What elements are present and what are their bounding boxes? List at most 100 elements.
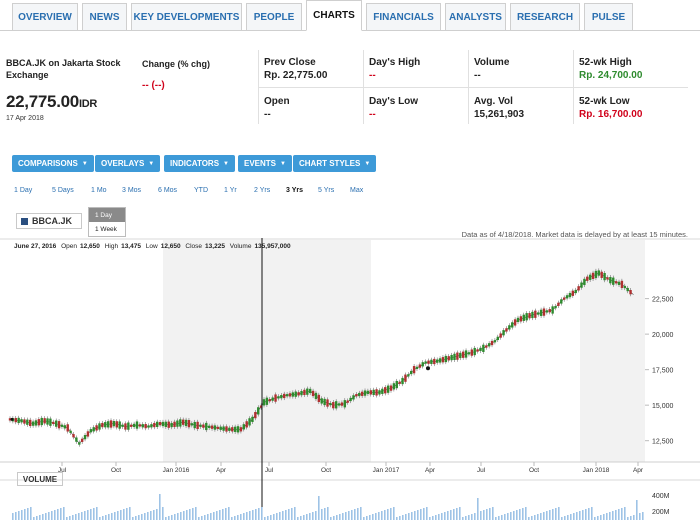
tab-people[interactable]: PEOPLE	[246, 3, 302, 31]
candle-body	[355, 394, 358, 397]
volume-bar	[564, 516, 566, 520]
candle-body	[40, 417, 43, 426]
volume-bar	[285, 510, 287, 520]
candle-body	[366, 390, 370, 395]
tab-pulse[interactable]: PULSE	[584, 3, 633, 31]
volume-tick-label: 400M	[652, 493, 670, 500]
volume-bar	[606, 513, 608, 520]
days-high-label: Day's High	[369, 57, 421, 68]
indicators-button[interactable]: INDICATORS ▼	[164, 155, 235, 172]
candle-body	[233, 426, 237, 432]
candle-body	[360, 391, 364, 396]
x-tick-label: Jul	[58, 467, 67, 474]
candle-body	[262, 399, 266, 406]
candle-body	[54, 420, 58, 427]
overlays-button[interactable]: OVERLAYS ▼	[95, 155, 161, 172]
tab-financials[interactable]: FINANCIALS	[366, 3, 441, 31]
range-3-mos[interactable]: 3 Mos	[122, 187, 142, 194]
volume-bar	[459, 507, 461, 520]
range-5-days[interactable]: 5 Days	[52, 187, 74, 194]
volume-bar	[423, 508, 425, 520]
volume-bar	[411, 512, 413, 520]
tab-key-developments[interactable]: KEY DEVELOPMENTS	[131, 3, 242, 31]
volume-bar	[150, 511, 152, 520]
volume-bar	[435, 515, 437, 520]
candle-body	[167, 421, 170, 428]
ohlc-volume-label: Volume	[229, 243, 252, 250]
period-dropdown[interactable]: 1 Day 1 Week	[88, 207, 126, 237]
volume-label: Volume	[474, 57, 510, 68]
candle-body	[467, 352, 471, 355]
range-1-mo[interactable]: 1 Mo	[91, 187, 107, 194]
range-max[interactable]: Max	[350, 187, 364, 194]
volume-bar	[24, 509, 26, 520]
candle-body	[384, 387, 387, 394]
volume-bar	[306, 514, 308, 520]
ticker-chip[interactable]: BBCA.JK	[16, 213, 82, 229]
candle-body	[26, 419, 29, 425]
candle-body	[176, 420, 179, 427]
range-2-yrs[interactable]: 2 Yrs	[254, 187, 271, 194]
divider	[258, 87, 688, 88]
volume-bar	[393, 507, 395, 520]
volume-bar	[171, 515, 173, 520]
tab-analysts[interactable]: ANALYSTS	[445, 3, 506, 31]
candle-body	[372, 389, 375, 396]
candle-body	[499, 333, 502, 338]
candle-body	[20, 419, 23, 423]
candle-body	[490, 340, 494, 346]
candle-body	[548, 309, 551, 313]
range-1-day[interactable]: 1 Day	[14, 187, 33, 194]
range-3-yrs[interactable]: 3 Yrs	[286, 187, 303, 194]
volume-bar	[273, 514, 275, 520]
range-1-yr[interactable]: 1 Yr	[224, 187, 237, 194]
tab-news[interactable]: NEWS	[82, 3, 127, 31]
volume-bar	[567, 515, 569, 520]
tab-overview[interactable]: OVERVIEW	[12, 3, 78, 31]
price-chart[interactable]: 22,500 20,000 17,500 15,000 12,500 Jul Oct Jan …	[0, 238, 700, 520]
range-6-mos[interactable]: 6 Mos	[158, 187, 178, 194]
candle-body	[363, 390, 367, 396]
comparisons-button[interactable]: COMPARISONS ▼	[12, 155, 94, 172]
candle-body	[537, 312, 540, 315]
volume-bar	[513, 511, 515, 520]
volume-bar	[366, 516, 368, 520]
volume-bar	[180, 512, 182, 520]
candle-body	[334, 401, 338, 409]
volume-bar	[639, 513, 641, 520]
volume-bar	[198, 517, 200, 520]
volume-bar	[603, 514, 605, 520]
volume-bar	[261, 507, 263, 520]
candle-body	[121, 424, 124, 427]
candle-body	[603, 272, 606, 281]
volume-bar	[207, 514, 209, 520]
candle-body	[306, 388, 309, 395]
candle-body	[346, 400, 349, 403]
candle-body	[545, 310, 549, 313]
candle-body	[150, 424, 153, 428]
candle-body	[421, 362, 424, 367]
range-ytd[interactable]: YTD	[194, 187, 208, 194]
events-button[interactable]: EVENTS ▼	[238, 155, 292, 172]
candle-body	[294, 391, 297, 397]
volume-bar	[612, 511, 614, 520]
candle-body	[461, 351, 465, 358]
volume-bar	[339, 514, 341, 520]
period-option-1-week[interactable]: 1 Week	[95, 225, 117, 233]
candle-body	[265, 397, 269, 405]
tab-charts[interactable]: CHARTS	[306, 0, 362, 31]
x-tick-label: Oct	[529, 467, 539, 474]
chart-styles-button[interactable]: CHART STYLES ▼	[293, 155, 377, 172]
range-5-yrs[interactable]: 5 Yrs	[318, 187, 335, 194]
volume-bar	[78, 513, 80, 520]
candle-body	[118, 421, 121, 429]
volume-bar	[108, 514, 110, 520]
volume-bar	[615, 510, 617, 520]
volume-bar	[540, 513, 542, 520]
volume-bar	[372, 514, 374, 520]
volume-bar	[252, 510, 254, 520]
candle-body	[427, 360, 430, 364]
tab-research[interactable]: RESEARCH	[510, 3, 580, 31]
period-option-1-day[interactable]: 1 Day	[89, 208, 125, 222]
volume-bar	[609, 512, 611, 520]
